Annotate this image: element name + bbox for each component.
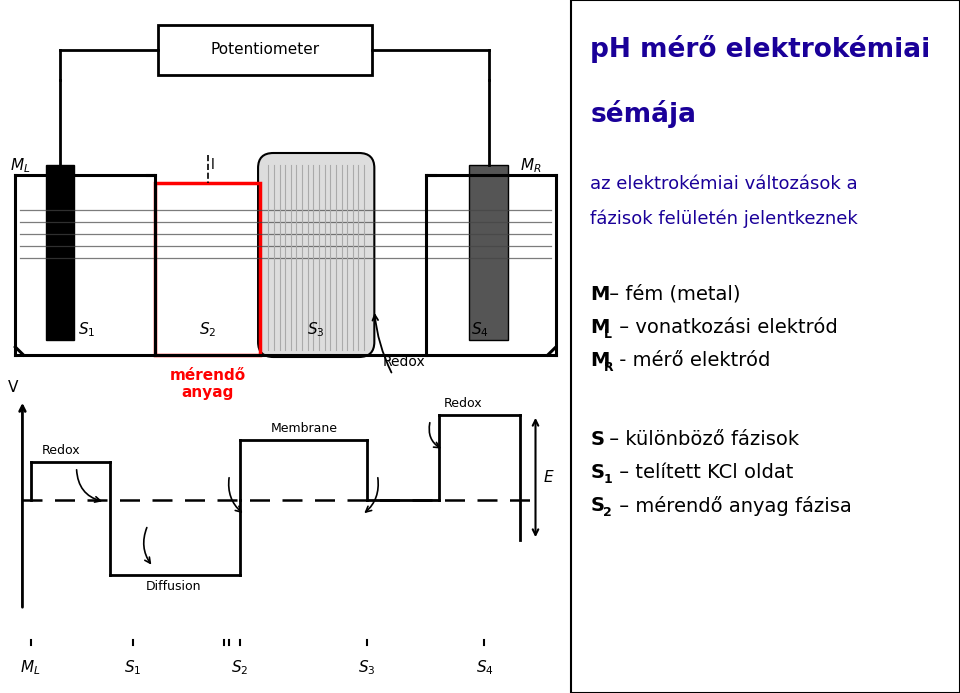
Text: $M_L$: $M_L$ bbox=[11, 157, 31, 175]
Text: pH mérő elektrokémiai: pH mérő elektrokémiai bbox=[590, 35, 930, 63]
Text: – mérendő anyag fázisa: – mérendő anyag fázisa bbox=[612, 496, 852, 516]
Text: M: M bbox=[590, 351, 610, 370]
Text: mérendő
anyag: mérendő anyag bbox=[170, 368, 246, 401]
Text: – különböző fázisok: – különböző fázisok bbox=[604, 430, 800, 449]
Text: – fém (metal): – fém (metal) bbox=[604, 285, 741, 304]
Text: L: L bbox=[604, 328, 612, 341]
Text: Redox: Redox bbox=[444, 397, 482, 410]
Text: $M_L$: $M_L$ bbox=[20, 658, 41, 676]
Text: R: R bbox=[604, 361, 613, 374]
Text: $S_4$: $S_4$ bbox=[470, 320, 489, 339]
Bar bbox=[155, 183, 260, 355]
Text: S: S bbox=[590, 430, 604, 449]
FancyBboxPatch shape bbox=[258, 153, 374, 357]
Text: sémája: sémája bbox=[590, 100, 696, 128]
Text: $S_4$: $S_4$ bbox=[475, 658, 493, 676]
Text: - mérő elektród: - mérő elektród bbox=[612, 351, 770, 370]
Text: M: M bbox=[590, 285, 610, 304]
Text: $S_3$: $S_3$ bbox=[358, 658, 376, 676]
Text: $S_3$: $S_3$ bbox=[307, 320, 325, 339]
Text: $M_R$: $M_R$ bbox=[520, 157, 541, 175]
Text: $S_1$: $S_1$ bbox=[124, 658, 141, 676]
Text: S: S bbox=[590, 496, 604, 515]
Text: S: S bbox=[590, 463, 604, 482]
Text: M: M bbox=[590, 318, 610, 337]
Text: 2: 2 bbox=[604, 506, 612, 519]
Text: Diffusion: Diffusion bbox=[146, 580, 202, 593]
Text: – telített KCl oldat: – telített KCl oldat bbox=[612, 463, 793, 482]
Text: $S_2$: $S_2$ bbox=[231, 658, 249, 676]
Bar bbox=[46, 165, 75, 340]
Text: V: V bbox=[8, 380, 18, 395]
Text: Redox: Redox bbox=[42, 444, 81, 457]
Text: l: l bbox=[210, 158, 214, 172]
Text: – vonatkozási elektród: – vonatkozási elektród bbox=[612, 318, 838, 337]
Bar bbox=[469, 165, 508, 340]
Text: E: E bbox=[543, 470, 553, 485]
Text: $S_1$: $S_1$ bbox=[78, 320, 95, 339]
Text: Potentiometer: Potentiometer bbox=[210, 42, 320, 58]
Text: Redox: Redox bbox=[382, 355, 425, 369]
Text: Membrane: Membrane bbox=[271, 422, 338, 435]
Text: $S_2$: $S_2$ bbox=[199, 320, 216, 339]
Bar bbox=[158, 25, 372, 75]
Text: 1: 1 bbox=[604, 473, 612, 486]
Text: fázisok felületén jelentkeznek: fázisok felületén jelentkeznek bbox=[590, 210, 858, 229]
Text: az elektrokémiai változások a: az elektrokémiai változások a bbox=[590, 175, 858, 193]
